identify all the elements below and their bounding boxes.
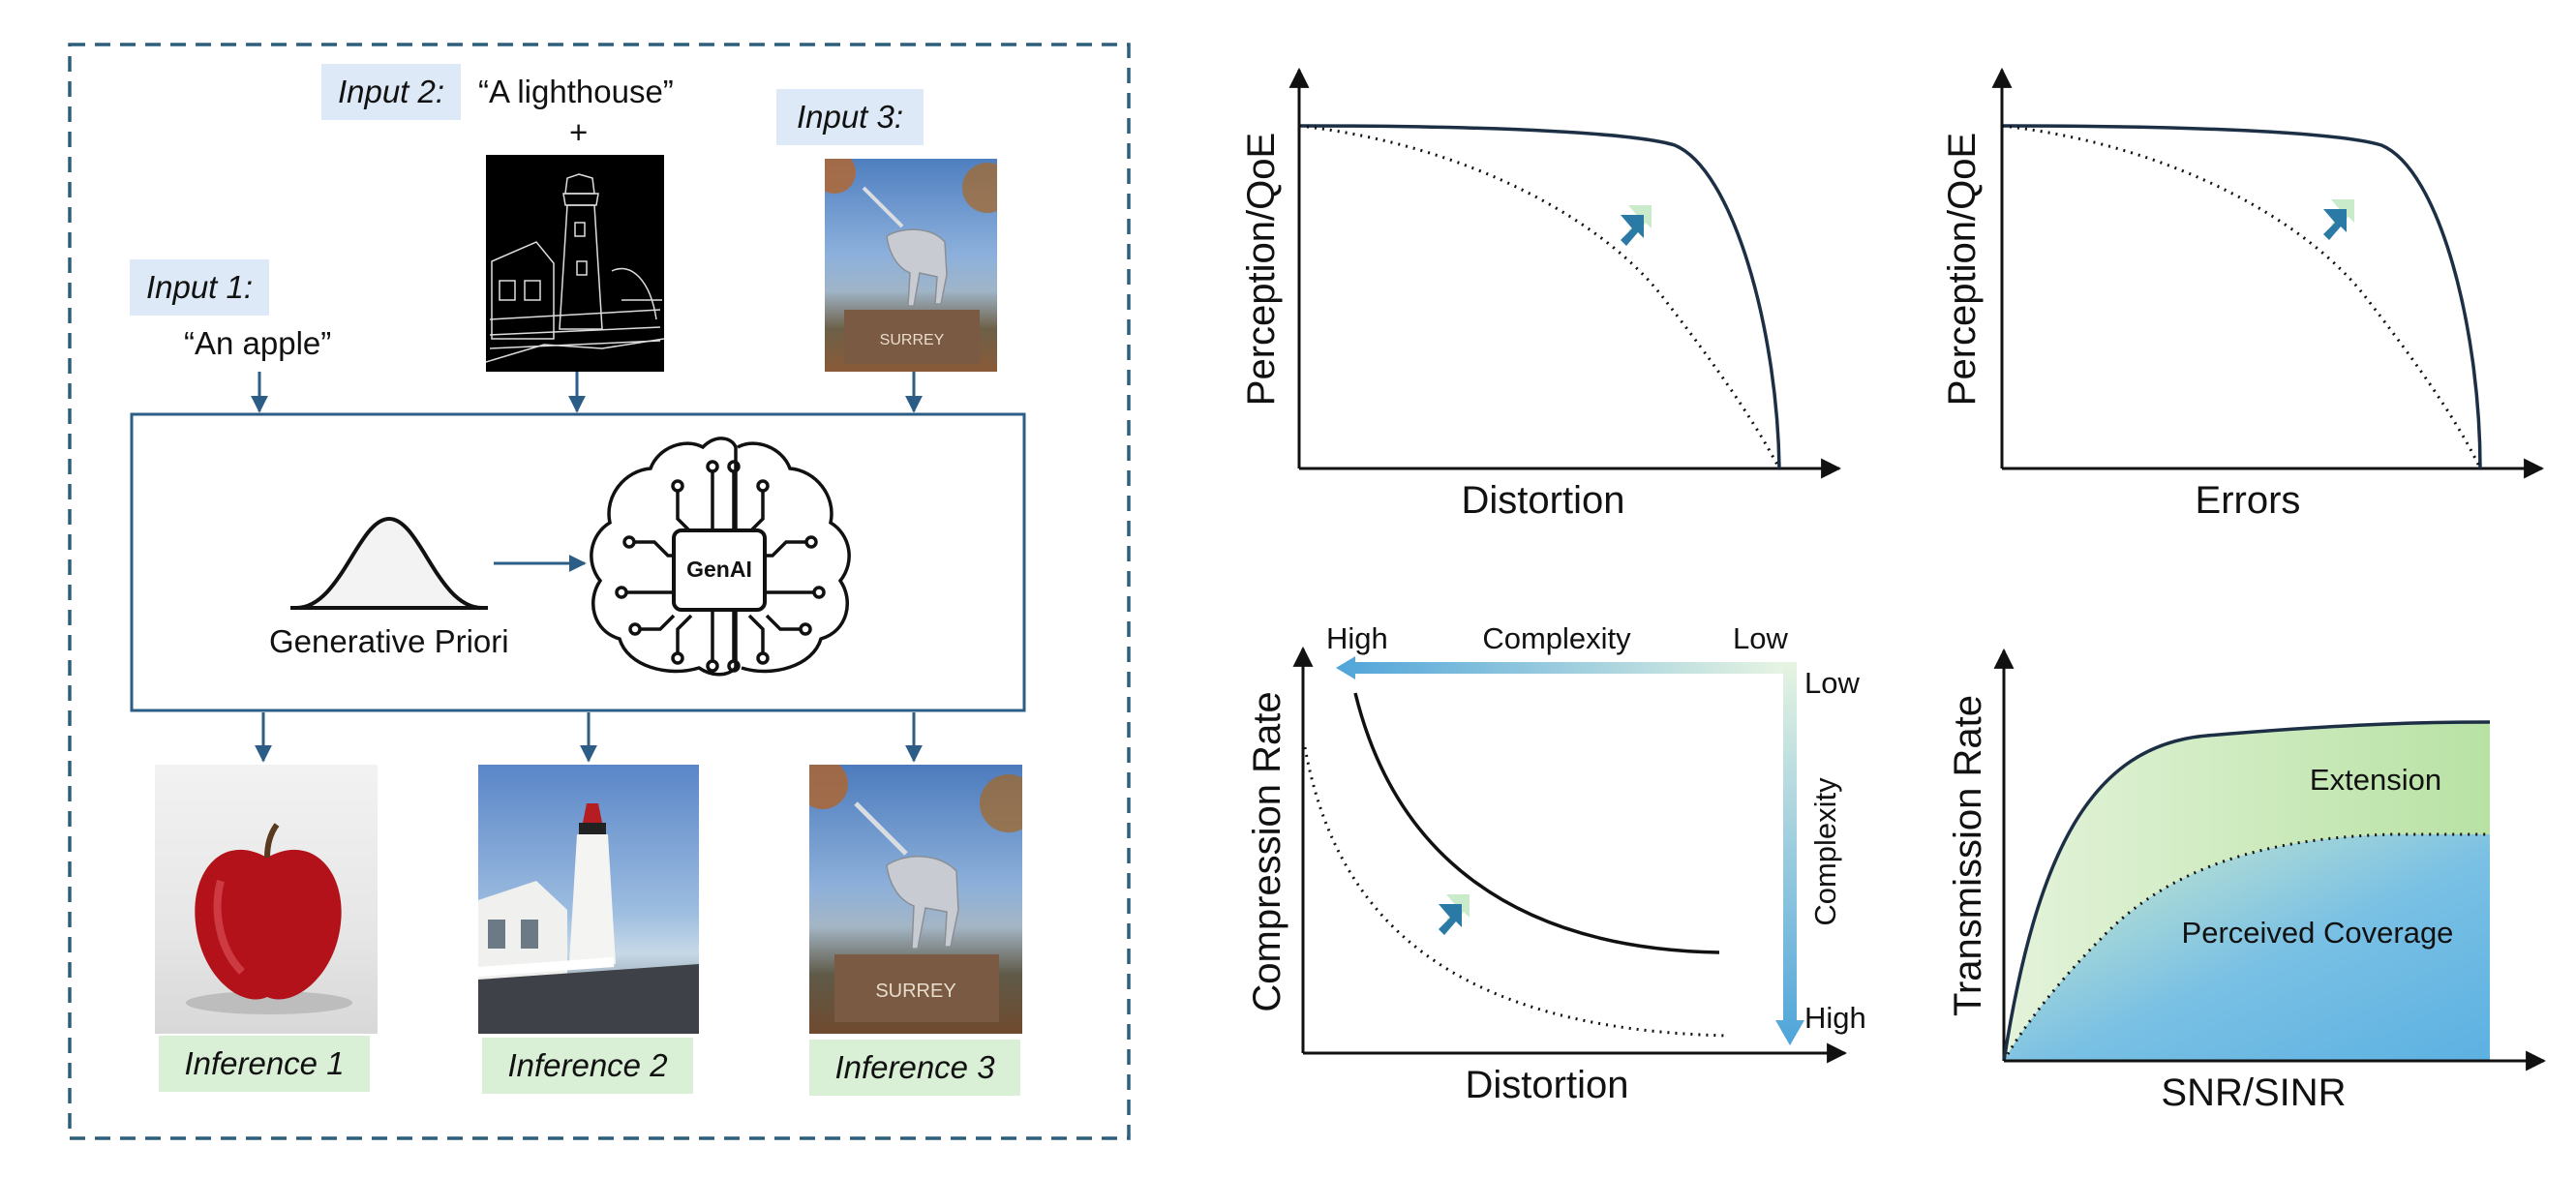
apple-inference-image bbox=[155, 765, 378, 1034]
p3-vertical-complexity-arrow bbox=[1775, 662, 1804, 1045]
input2-tag-label: Input 2: bbox=[337, 74, 445, 109]
p1-improvement-arrow-icon bbox=[1621, 205, 1652, 246]
p3-ylabel: Compression Rate bbox=[1246, 691, 1288, 1011]
statue-inference-drawing: SURREY bbox=[809, 765, 1022, 1022]
p4-dotted-curve bbox=[2002, 832, 2490, 1062]
p3-h-low: Low bbox=[1733, 621, 1788, 655]
p2-ylabel: Perception/QoE bbox=[1941, 133, 1984, 406]
inference3-tag: Inference 3 bbox=[809, 1040, 1020, 1096]
p3-dotted-curve bbox=[1303, 746, 1730, 1038]
plot-perception-errors: Perception/QoE Errors bbox=[1941, 67, 2545, 522]
p2-xlabel: Errors bbox=[2196, 479, 2301, 522]
left-panel-frame bbox=[68, 43, 1131, 1140]
apple-drawing bbox=[186, 823, 352, 1014]
p4-extension-region bbox=[2004, 722, 2490, 1061]
inference1-label: Inference 1 bbox=[184, 1045, 345, 1081]
plot-perception-distortion: Perception/QoE Distortion bbox=[1240, 67, 1842, 522]
p4-xlabel: SNR/SINR bbox=[2161, 1071, 2346, 1114]
input2-plus: + bbox=[569, 114, 589, 150]
p3-improvement-arrow-icon bbox=[1439, 894, 1470, 935]
p3-v-low: Low bbox=[1804, 666, 1860, 700]
p3-v-complexity: Complexity bbox=[1808, 777, 1842, 926]
p2-solid-curve bbox=[2001, 124, 2482, 469]
gaussian-prior-icon bbox=[290, 516, 488, 610]
p4-ylabel: Transmission Rate bbox=[1947, 695, 1989, 1016]
p4-extension-label: Extension bbox=[2310, 763, 2441, 797]
input3-tag: Input 3: bbox=[776, 89, 924, 145]
statue-input-drawing: SURREY bbox=[825, 159, 997, 364]
plot-compression-distortion: Compression Rate Distortion High Complex… bbox=[1246, 621, 1866, 1106]
p4-solid-curve bbox=[2002, 720, 2491, 1062]
p3-h-complexity: Complexity bbox=[1482, 621, 1631, 655]
p3-h-high: High bbox=[1326, 621, 1388, 655]
plot-transmission-snr: Transmission Rate SNR/SINR Extension Per… bbox=[1947, 648, 2547, 1114]
p4-coverage-region bbox=[2004, 834, 2490, 1061]
statue-inference-plaque: SURREY bbox=[875, 981, 955, 1002]
inference2-tag: Inference 2 bbox=[482, 1038, 693, 1094]
genai-brain-icon bbox=[590, 437, 851, 677]
inference3-label: Inference 3 bbox=[834, 1049, 995, 1085]
p3-v-high: High bbox=[1804, 1001, 1866, 1035]
input2-tag: Input 2: bbox=[321, 64, 461, 120]
prior-label: Generative Priori bbox=[269, 623, 509, 659]
p1-dotted-curve bbox=[1298, 124, 1781, 469]
p3-horizontal-complexity-arrow bbox=[1336, 656, 1783, 679]
p3-solid-curve bbox=[1353, 692, 1720, 954]
input1-text: “An apple” bbox=[184, 325, 332, 361]
p1-xlabel: Distortion bbox=[1462, 479, 1625, 522]
p4-coverage-label: Perceived Coverage bbox=[2182, 916, 2454, 950]
p2-improvement-arrow-icon bbox=[2323, 199, 2354, 240]
p3-xlabel: Distortion bbox=[1466, 1064, 1629, 1106]
genai-chip bbox=[672, 528, 767, 612]
input1-tag-label: Input 1: bbox=[145, 269, 254, 305]
statue-input-image: SURREY bbox=[825, 159, 997, 372]
lighthouse-sketch-drawing bbox=[486, 173, 664, 363]
genai-chip-label: GenAI bbox=[686, 557, 752, 582]
p1-ylabel: Perception/QoE bbox=[1240, 133, 1283, 406]
input1-tag: Input 1: bbox=[130, 259, 269, 316]
statue-inference-image: SURREY bbox=[809, 765, 1022, 1034]
p1-solid-curve bbox=[1298, 124, 1781, 469]
inference2-label: Inference 2 bbox=[507, 1047, 668, 1083]
inference1-tag: Inference 1 bbox=[159, 1036, 370, 1092]
lighthouse-inference-drawing bbox=[478, 803, 699, 1034]
input2-text: “A lighthouse” bbox=[478, 74, 674, 109]
statue-input-plaque: SURREY bbox=[880, 332, 945, 348]
lighthouse-inference-image bbox=[478, 765, 699, 1034]
p2-dotted-curve bbox=[2001, 124, 2482, 469]
lighthouse-sketch-image bbox=[486, 155, 664, 372]
input3-tag-label: Input 3: bbox=[796, 99, 904, 135]
